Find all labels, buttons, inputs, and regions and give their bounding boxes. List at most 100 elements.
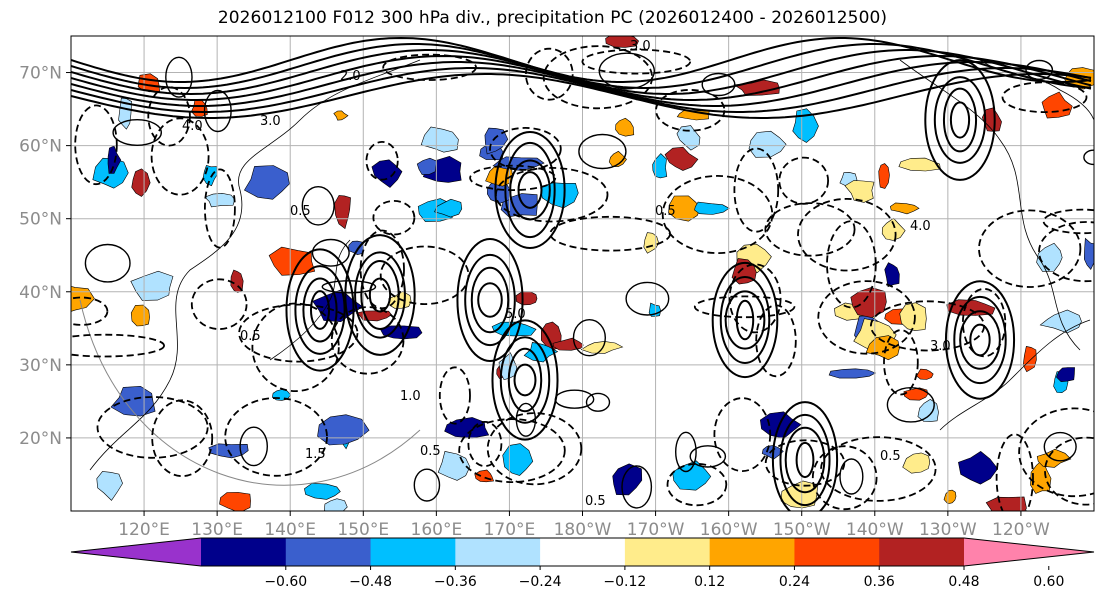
contour-label: 4.0 <box>182 119 203 134</box>
lat-tick-label: 40°N <box>19 283 62 303</box>
precip-patch <box>694 201 730 215</box>
lat-tick-label: 50°N <box>19 210 62 230</box>
precip-patch <box>334 195 351 230</box>
negative-contour <box>655 89 726 132</box>
negative-contour <box>817 280 916 355</box>
positive-contour <box>554 389 595 409</box>
contour-label: 0.5 <box>240 329 261 344</box>
longitude-axis: 120°E 130°E 140°E 150°E 160°E 170°E 180°W 170°W… <box>118 511 1050 540</box>
colorbar-tick-label: 0.36 <box>864 574 895 590</box>
precip-patch <box>437 451 471 481</box>
colorbar: −0.60 −0.48 −0.36 −0.24 −0.12 0.12 0.24 0.36 0.4… <box>70 537 1095 590</box>
positive-contour <box>344 234 416 356</box>
precip-patch <box>333 110 349 121</box>
precip-patch <box>324 498 348 511</box>
colorbar-segment <box>879 538 965 566</box>
contour-label: 3.0 <box>260 114 281 129</box>
positive-contour <box>71 67 1092 113</box>
positive-contour <box>1043 431 1077 462</box>
negative-contour <box>1001 81 1088 113</box>
positive-contour <box>953 295 1007 385</box>
negative-contour <box>251 302 340 392</box>
positive-contour <box>239 426 268 467</box>
precip-patch <box>643 232 660 254</box>
precip-patch <box>515 291 538 306</box>
positive-contour <box>724 290 766 350</box>
lon-tick-label: 120°E <box>118 520 170 540</box>
colorbar-outline <box>70 537 1095 567</box>
colorbar-extend-low <box>71 538 201 566</box>
precip-patch <box>676 125 701 151</box>
negative-contour <box>190 278 248 331</box>
precip-patch <box>416 157 438 175</box>
precip-patch <box>312 289 364 323</box>
negative-contour <box>203 168 236 249</box>
negative-contour <box>438 366 471 425</box>
colorbar-tick-label: −0.48 <box>349 574 392 590</box>
negative-contour <box>330 306 405 375</box>
precip-patch <box>1041 91 1073 119</box>
positive-contour <box>735 299 755 341</box>
lon-tick-label: 130°E <box>191 520 243 540</box>
positive-contour <box>294 265 346 355</box>
map-panel: 3.0 4.0 3.0 0.5 2.0 5.0 0.5 1.5 1.0 0.5 0.5 3.0 4.0 0… <box>71 36 1094 511</box>
colorbar-segment <box>794 538 880 566</box>
colorbar-segment <box>540 538 626 566</box>
precip-patch <box>608 150 627 168</box>
lat-tick-label: 20°N <box>19 429 62 449</box>
negative-contour <box>365 141 399 181</box>
precip-patch <box>243 165 290 200</box>
positive-contour <box>719 276 771 364</box>
precip-patch <box>889 202 920 215</box>
colorbar-segment <box>709 538 795 566</box>
negative-contour <box>870 300 986 352</box>
negative-contour <box>661 174 774 254</box>
positive-contour <box>585 392 611 412</box>
negative-contour <box>811 445 878 511</box>
precip-patch <box>898 157 941 172</box>
negative-contour <box>961 287 1007 358</box>
colorbar-tick-label: −0.60 <box>264 574 307 590</box>
precip-patch <box>348 240 365 256</box>
precip-patch <box>580 341 624 354</box>
precip-patch <box>985 496 1027 511</box>
colorbar-segment <box>201 538 287 566</box>
precip-patch <box>204 192 236 208</box>
lat-tick-label: 70°N <box>19 64 62 84</box>
contour-label: 0.5 <box>655 204 676 219</box>
negative-contour <box>71 333 165 358</box>
positive-contour <box>625 281 670 316</box>
positive-contour <box>494 131 566 249</box>
negative-contour <box>458 418 566 484</box>
negative-contour <box>778 156 829 205</box>
positive-contour <box>309 290 331 330</box>
positive-contour <box>456 238 524 362</box>
precip-patch <box>899 302 927 331</box>
precip-patch <box>96 471 123 501</box>
negative-contour <box>693 295 796 319</box>
colorbar-tick-label: 0.24 <box>779 574 810 590</box>
negative-contour <box>978 209 1082 288</box>
positive-contour <box>689 445 727 468</box>
positive-contour <box>779 413 831 507</box>
negative-contour <box>486 412 583 486</box>
colorbar-tick-label: −0.36 <box>434 574 477 590</box>
contour-label: 0.5 <box>290 204 311 219</box>
positive-contour <box>368 277 392 313</box>
colorbar-tick-label: 0.60 <box>1033 574 1064 590</box>
positive-contour <box>84 243 131 283</box>
precip-patch <box>130 270 174 301</box>
positive-contour <box>924 59 996 181</box>
negative-contour <box>96 396 209 459</box>
negative-contour <box>372 199 416 236</box>
negative-contour <box>764 202 856 257</box>
precip-patch <box>748 130 787 158</box>
negative-contour <box>495 166 609 223</box>
positive-contour <box>959 310 1001 370</box>
contour-label: 0.5 <box>420 444 441 459</box>
precip-patch <box>780 480 819 509</box>
positive-contour <box>321 280 377 294</box>
positive-contour <box>504 141 556 239</box>
contour-label: 3.0 <box>630 39 651 54</box>
positive-contour <box>464 253 516 347</box>
